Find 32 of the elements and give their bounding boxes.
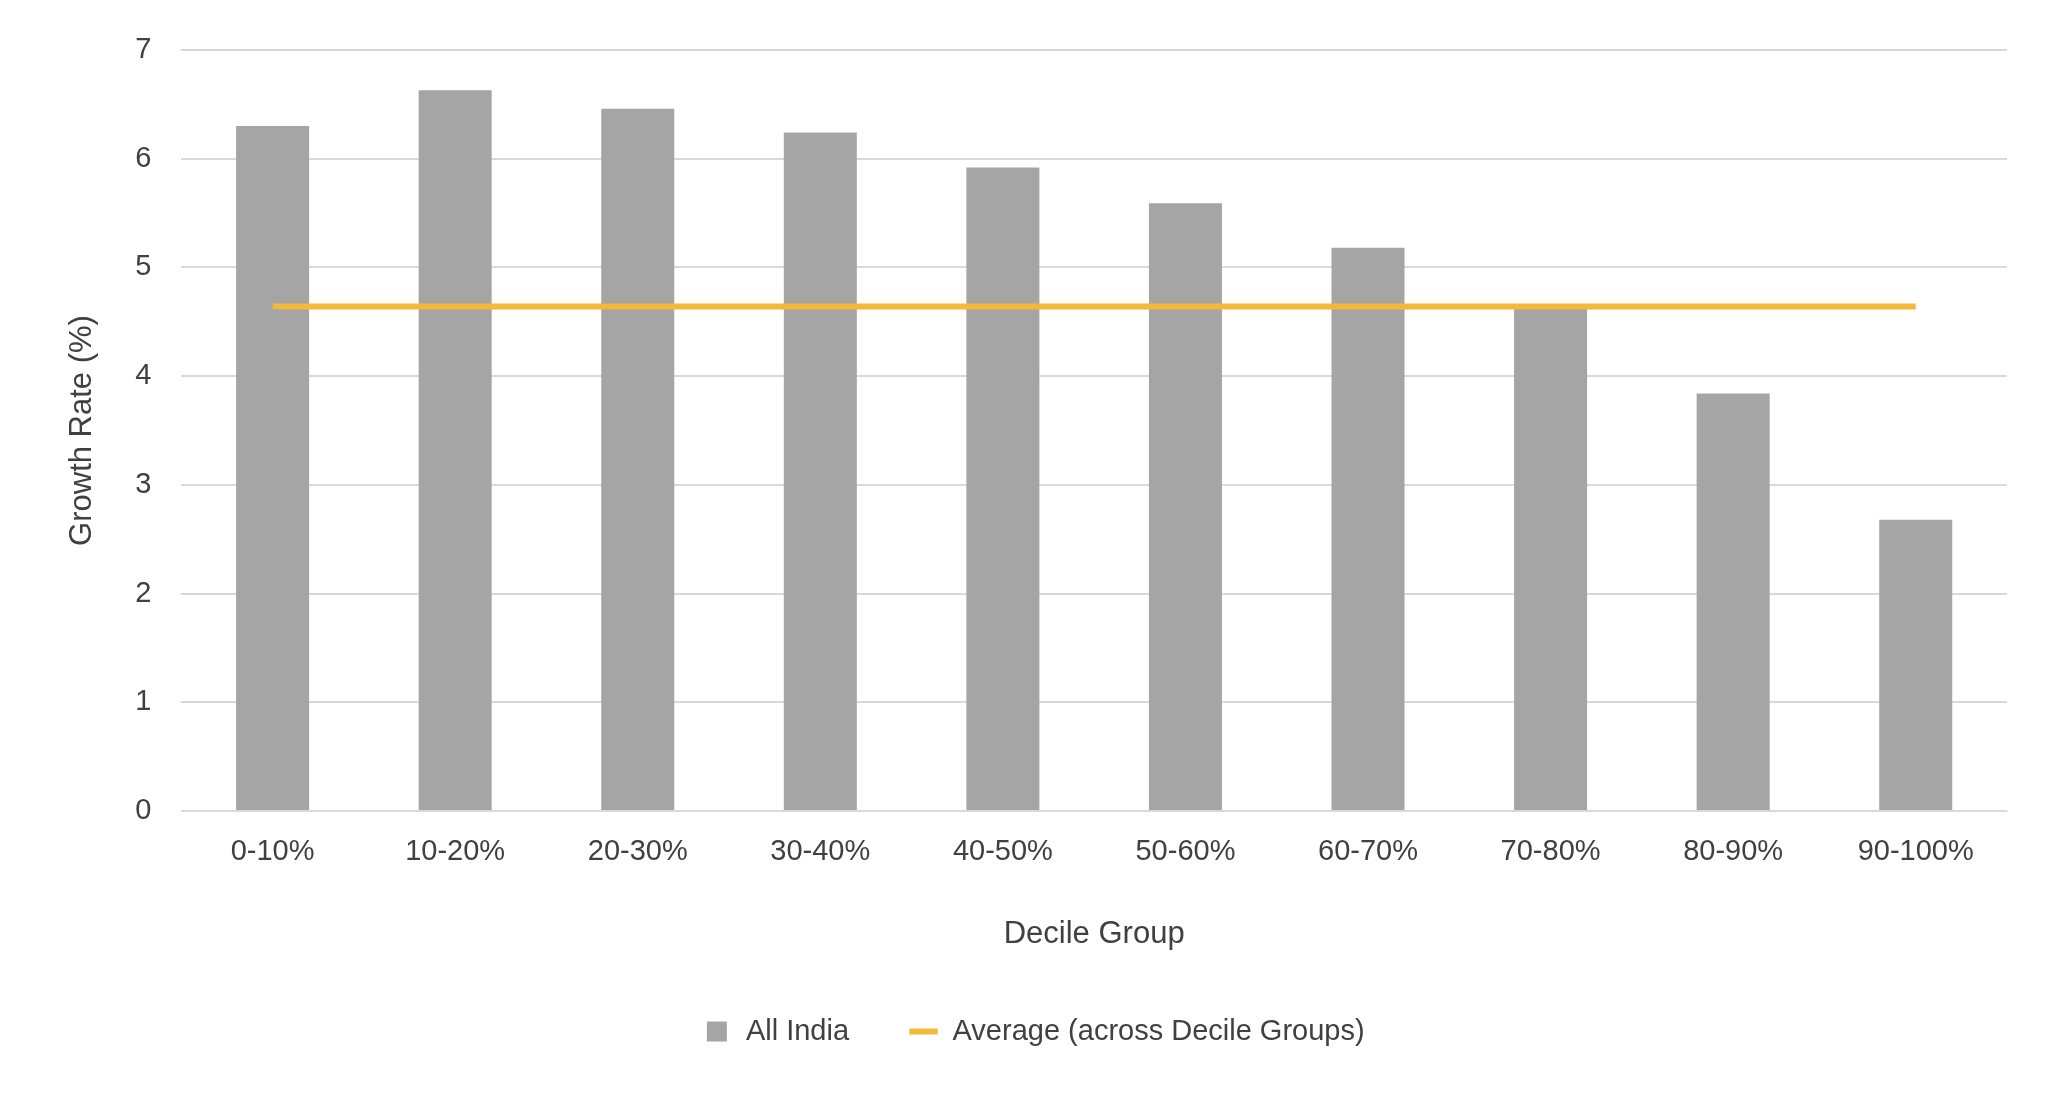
legend-label: All India <box>745 1013 850 1046</box>
bar <box>1148 203 1222 810</box>
y-tick-label: 6 <box>135 140 152 173</box>
x-tick-label: 40-50% <box>952 834 1053 867</box>
y-tick-label: 0 <box>135 793 152 825</box>
x-tick-label: 10-20% <box>405 834 506 867</box>
bar <box>418 90 492 810</box>
x-tick-label: 80-90% <box>1683 834 1784 867</box>
y-tick-label: 3 <box>135 466 152 499</box>
bar <box>1331 247 1405 810</box>
y-tick-label: 4 <box>135 358 152 391</box>
x-tick-label: 50-60% <box>1135 834 1236 867</box>
y-tick-label: 1 <box>135 684 152 717</box>
bar <box>783 132 857 810</box>
bar <box>236 126 310 810</box>
bar <box>1514 308 1588 810</box>
x-tick-label: 60-70% <box>1318 834 1418 867</box>
y-tick-label: 7 <box>135 32 152 64</box>
bar <box>601 108 675 810</box>
bar <box>1696 393 1770 810</box>
bar <box>966 167 1040 810</box>
x-tick-label: 30-40% <box>770 834 871 867</box>
bar <box>1879 519 1953 810</box>
y-axis-title: Growth Rate (%) <box>63 315 99 546</box>
x-tick-label: 20-30% <box>587 834 688 867</box>
legend-label: Average (across Decile Groups) <box>952 1013 1365 1046</box>
x-tick-label: 90-100% <box>1857 834 1974 867</box>
x-tick-label: 0-10% <box>230 834 315 867</box>
x-axis-title: Decile Group <box>1003 914 1185 950</box>
y-tick-label: 2 <box>135 575 152 608</box>
y-tick-label: 5 <box>135 249 152 282</box>
x-tick-label: 70-80% <box>1500 834 1601 867</box>
